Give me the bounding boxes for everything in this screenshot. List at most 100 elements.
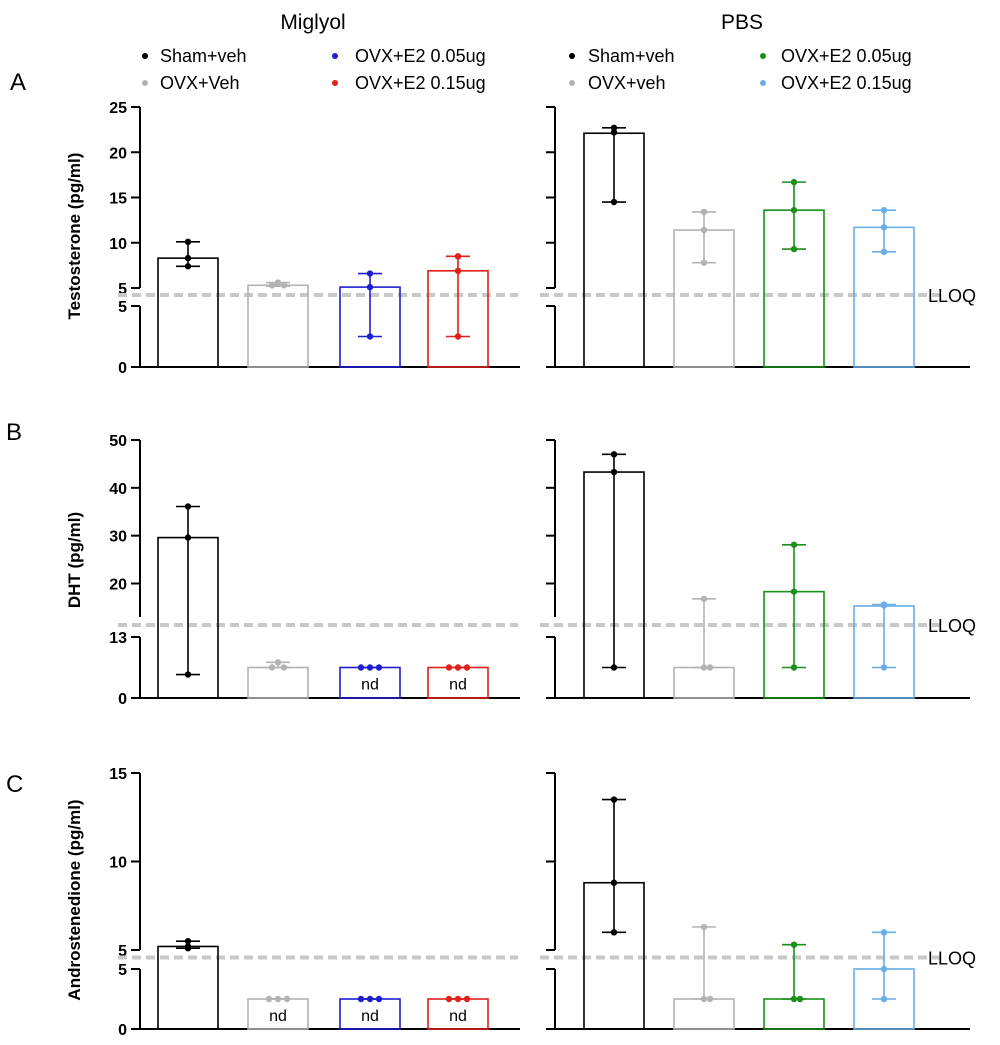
data-point — [184, 534, 192, 541]
data-point — [280, 282, 288, 289]
legend-label-miglyol-e2-015: OVX+E2 0.15ug — [355, 73, 486, 93]
column-title-pbs: PBS — [721, 11, 763, 34]
nd-label: nd — [361, 1008, 379, 1025]
y-tick-label: 13 — [109, 630, 127, 647]
data-point — [700, 923, 708, 931]
y-tick-label: 5 — [118, 299, 127, 316]
data-point — [610, 451, 618, 458]
data-point — [366, 664, 374, 671]
panel-letter-c: C — [6, 771, 23, 798]
panel-letter-b: B — [6, 419, 22, 446]
data-point — [357, 995, 365, 1003]
data-point — [610, 198, 618, 206]
data-point — [454, 267, 462, 275]
data-point — [700, 995, 708, 1003]
y-tick-label: 20 — [109, 577, 127, 594]
data-point — [610, 796, 618, 803]
data-point — [610, 124, 618, 132]
data-point — [274, 995, 282, 1003]
y-tick-label: 10 — [109, 236, 127, 253]
data-point — [790, 245, 798, 253]
data-point — [184, 937, 192, 945]
panel-b-dht: DHT (pg/ml) 20 30 40 50 0 13 nd nd LLOQ — [65, 433, 976, 708]
y-tick-label: 30 — [109, 529, 127, 546]
bar — [247, 666, 309, 699]
nd-label: nd — [449, 677, 467, 694]
bar — [763, 998, 825, 1030]
data-point — [357, 664, 365, 671]
data-point — [280, 664, 288, 671]
data-point — [700, 595, 708, 603]
legend-label-pbs-e2-005: OVX+E2 0.05ug — [781, 46, 912, 66]
data-point — [790, 541, 798, 548]
legend-marker-pbs-e2-015 — [760, 80, 766, 86]
data-point — [610, 664, 618, 671]
data-point — [184, 503, 192, 510]
data-point — [790, 941, 798, 948]
legend-marker-pbs-sham — [569, 53, 575, 59]
data-point — [790, 178, 798, 186]
legend-label-miglyol-e2-005: OVX+E2 0.05ug — [355, 46, 486, 66]
y-axis-label: Testosterone (pg/ml) — [65, 153, 84, 320]
data-point — [880, 664, 888, 671]
data-point — [366, 333, 374, 340]
data-point — [880, 995, 888, 1003]
data-point — [445, 664, 453, 671]
panel-letter-a: A — [10, 69, 26, 96]
y-tick-label: 25 — [109, 100, 127, 117]
panel-c-androstenedione: Androstenedione (pg/ml) 5 10 15 0 5 nd nd nd LLOQ — [65, 766, 976, 1039]
legend-marker-pbs-ovx-veh — [569, 80, 575, 86]
y-tick-label: 0 — [118, 691, 127, 708]
legend-marker-miglyol-e2-015 — [332, 80, 338, 86]
y-tick-label: 0 — [118, 360, 127, 377]
y-tick-label: 15 — [109, 191, 127, 208]
legend-marker-miglyol-ovx-veh — [142, 80, 148, 86]
data-point — [790, 206, 798, 214]
data-point — [454, 995, 462, 1003]
data-point — [700, 226, 708, 234]
data-point — [265, 995, 273, 1003]
data-point — [796, 995, 804, 1003]
data-point — [463, 664, 471, 671]
legend-label-pbs-sham: Sham+veh — [588, 46, 675, 66]
y-tick-label: 50 — [109, 433, 127, 450]
legend-marker-miglyol-sham — [142, 53, 148, 59]
data-point — [366, 995, 374, 1003]
data-point — [700, 259, 708, 266]
data-point — [454, 253, 462, 260]
bar — [673, 998, 735, 1030]
data-point — [375, 664, 383, 671]
lloq-label: LLOQ — [928, 286, 976, 306]
data-point — [790, 995, 798, 1003]
data-point — [366, 270, 374, 277]
data-point — [184, 254, 192, 262]
data-point — [184, 238, 192, 246]
legend-label-pbs-ovx-veh: OVX+veh — [588, 73, 666, 93]
y-tick-label: 15 — [109, 766, 127, 783]
data-point — [184, 945, 192, 952]
data-point — [790, 588, 798, 595]
nd-label: nd — [361, 677, 379, 694]
data-point — [706, 995, 714, 1003]
legend-marker-pbs-e2-005 — [760, 53, 766, 59]
data-point — [283, 995, 291, 1003]
y-tick-label: 20 — [109, 145, 127, 162]
nd-label: nd — [449, 1008, 467, 1025]
data-point — [274, 659, 282, 666]
data-point — [700, 208, 708, 216]
y-tick-label: 5 — [118, 281, 127, 298]
y-tick-label: 0 — [118, 1022, 127, 1039]
data-point — [790, 664, 798, 671]
data-point — [880, 206, 888, 214]
lloq-label: LLOQ — [928, 616, 976, 636]
data-point — [880, 602, 888, 609]
data-point — [274, 279, 282, 286]
y-axis-label: DHT (pg/ml) — [65, 512, 84, 608]
data-point — [445, 995, 453, 1003]
legend-marker-miglyol-e2-005 — [332, 53, 338, 59]
data-point — [880, 248, 888, 255]
data-point — [268, 282, 276, 289]
data-point — [184, 671, 192, 678]
data-point — [610, 879, 618, 886]
bar — [247, 284, 309, 368]
